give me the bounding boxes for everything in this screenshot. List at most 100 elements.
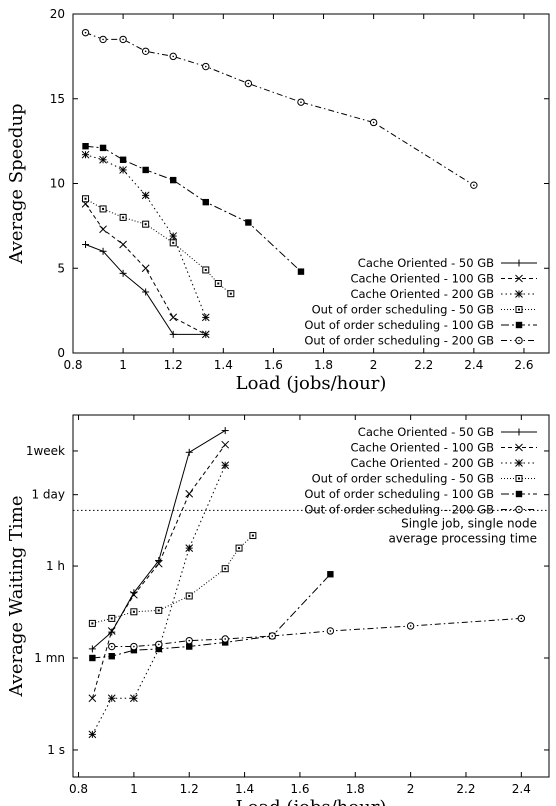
chart1-legend-marker: [515, 306, 523, 313]
chart2-xtick-label: 2.2: [456, 782, 475, 796]
chart2-data-point: [326, 627, 335, 635]
chart2-legend-marker: [515, 428, 523, 436]
chart2-legend-label: Out of order scheduling - 50 GB: [312, 472, 494, 486]
chart2-series-line: [91, 465, 226, 735]
chart1-data-point: [142, 166, 149, 174]
chart1-data-point: [297, 268, 305, 275]
chart2-data-point: [107, 627, 116, 635]
chart2-series-line: [92, 430, 226, 650]
chart2-legend-marker: [515, 505, 523, 514]
chart1-xtick-label: 2: [370, 358, 378, 372]
chart2-legend-marker: [515, 490, 523, 498]
chart1-legend-marker: [515, 336, 523, 345]
chart1: 0.8 1 1.2 1.4 1.6 1.8 2 2.2 2.4 2.6 0 5 10 15 20 Load (…: [6, 7, 550, 394]
chart2-series-line: [92, 535, 254, 624]
chart2-data-point: [130, 590, 138, 599]
chart2-legend-label: Out of order scheduling - 200 GB: [304, 503, 494, 517]
chart2-data-point: [130, 608, 138, 616]
chart2-data-point: [406, 622, 415, 630]
chart2-legend: Cache Oriented - 50 GB Cache Oriented - 1…: [304, 425, 537, 517]
chart1-data-point: [170, 176, 177, 184]
chart1-data-point: [244, 79, 253, 88]
chart2-xtick-label: 0.8: [69, 782, 88, 796]
chart1-data-point: [169, 313, 178, 322]
chart1-legend: Cache Oriented - 50 GB Cache Oriented - 1…: [304, 256, 537, 348]
chart2-data-point: [88, 619, 96, 627]
chart1-data-point: [297, 98, 305, 106]
chart2-data-point: [268, 632, 276, 640]
chart1-data-point: [201, 313, 210, 322]
chart2-legend-label: Cache Oriented - 200 GB: [350, 456, 494, 470]
chart1-data-point: [99, 225, 107, 234]
chart2-ytick-label: 1 mn: [34, 651, 65, 665]
chart2-ylabel: Average Waiting Time: [6, 495, 27, 697]
chart1-data-point: [169, 232, 178, 240]
chart2-data-point: [221, 440, 230, 449]
chart2-data-point: [185, 592, 193, 600]
chart1-ytick-label: 5: [57, 261, 65, 275]
chart1-ytick-label: 15: [50, 92, 65, 106]
chart2-data-point: [186, 643, 193, 650]
chart1-xtick-label: 1: [119, 358, 127, 372]
chart1-data-point: [142, 220, 150, 228]
chart2-data-point: [249, 532, 257, 540]
chart1-data-point: [142, 288, 150, 296]
chart2-legend-label: Cache Oriented - 100 GB: [350, 441, 494, 455]
chart2-xtick-label: 1.8: [346, 782, 365, 796]
chart2-series-line: [91, 444, 226, 699]
chart1-xtick-label: 1.6: [264, 358, 283, 372]
chart1-data-point: [99, 247, 107, 255]
chart1-data-point: [214, 280, 222, 288]
chart1-data-point: [141, 191, 150, 200]
chart2-legend-marker: [515, 443, 523, 452]
chart1-data-point: [245, 219, 252, 226]
chart1-xtick-label: 2.6: [514, 358, 533, 372]
chart2-data-point: [221, 635, 229, 643]
chart2-data-point: [155, 645, 162, 653]
chart2-data-point: [130, 642, 138, 651]
chart2-series-line: [92, 573, 331, 659]
chart2-data-point: [108, 614, 116, 622]
chart2-xtick-label: 1: [130, 782, 138, 796]
chart1-ytick-label: 0: [57, 346, 65, 360]
chart1-ylabel: Average Speedup: [6, 103, 27, 264]
chart1-xtick-label: 1.2: [164, 358, 183, 372]
chart2-ytick-label: 1 day: [31, 488, 65, 502]
chart1-legend-label: Cache Oriented - 200 GB: [350, 287, 494, 301]
chart1-xlabel: Load (jobs/hour): [236, 373, 387, 394]
chart1-xtick-label: 2.2: [414, 358, 433, 372]
chart2-data-point: [88, 645, 96, 653]
chart1-legend-label: Cache Oriented - 100 GB: [350, 272, 494, 286]
chart2-ytick-label: 1 h: [46, 559, 65, 573]
chart2-data-point: [107, 694, 116, 703]
chart1-data-point: [227, 290, 235, 298]
chart1-data-point: [119, 213, 127, 221]
chart1-xtick-label: 2.4: [464, 358, 483, 372]
chart2-data-point: [88, 730, 97, 739]
chart1-legend-label: Out of order scheduling - 50 GB: [312, 303, 494, 317]
chart2-data-point: [327, 571, 334, 578]
chart1-data-point: [169, 239, 177, 247]
chart1-data-point: [119, 269, 127, 277]
chart2-xtick-label: 1.6: [290, 782, 309, 796]
chart2-data-point: [130, 694, 138, 703]
chart1-data-point: [81, 150, 90, 159]
chart2-xlabel: Load (jobs/hour): [236, 797, 387, 806]
chart1-xtick-label: 1.4: [214, 358, 233, 372]
chart1-data-point: [141, 47, 150, 55]
chart1-data-point: [201, 330, 210, 339]
chart1-data-point: [119, 166, 127, 174]
chart2-ytick-label: 1week: [26, 444, 65, 458]
chart1-data-point: [99, 144, 107, 152]
chart1-data-point: [99, 35, 107, 44]
chart1-legend-marker: [515, 259, 523, 267]
chart1-data-point: [119, 240, 127, 249]
chart1-data-point: [169, 52, 177, 61]
chart2-data-point: [155, 557, 163, 565]
chart2-legend-marker: [515, 475, 523, 482]
chart2: 0.8 1 1.2 1.4 1.6 1.8 2 2.2 2.4 1 s 1 mn 1 h 1 day 1w…: [6, 414, 550, 806]
chart2-reference-label: average processing time: [388, 531, 537, 545]
chart1-xtick-label: 0.8: [63, 358, 82, 372]
chart1-data-point: [169, 330, 177, 338]
